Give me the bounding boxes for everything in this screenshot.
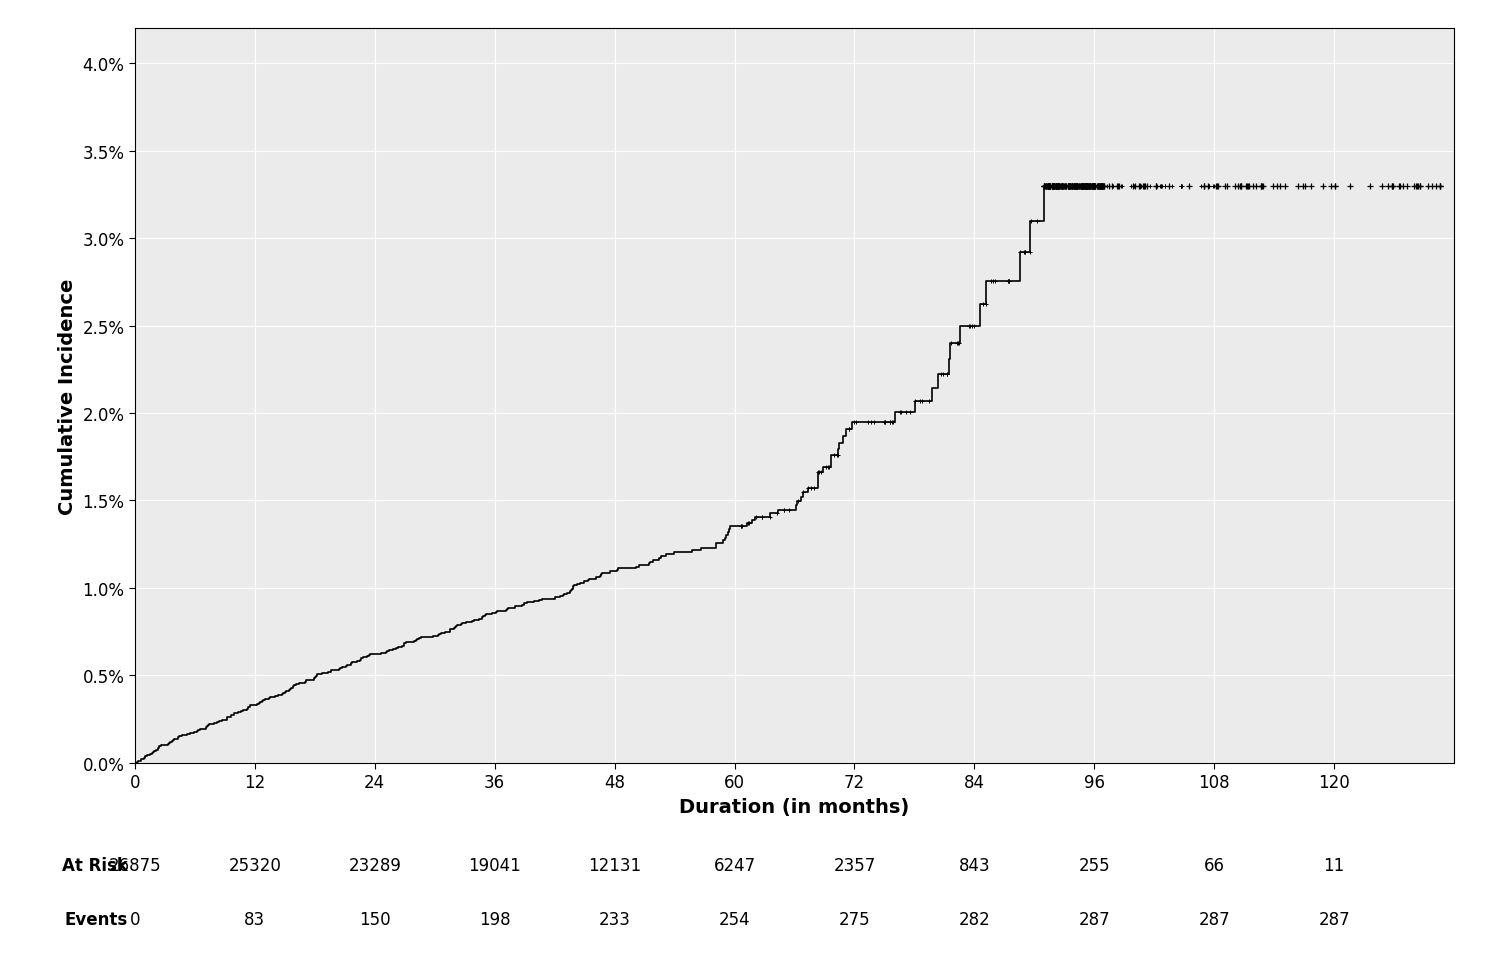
Text: 843: 843 <box>958 857 991 874</box>
Text: 0: 0 <box>129 911 141 928</box>
Text: 254: 254 <box>718 911 751 928</box>
Text: 25320: 25320 <box>228 857 282 874</box>
Text: 83: 83 <box>244 911 265 928</box>
Text: 150: 150 <box>358 911 391 928</box>
Text: 11: 11 <box>1324 857 1345 874</box>
Y-axis label: Cumulative Incidence: Cumulative Incidence <box>58 278 76 514</box>
Text: 287: 287 <box>1318 911 1351 928</box>
Text: 23289: 23289 <box>348 857 402 874</box>
Text: 2357: 2357 <box>833 857 875 874</box>
Text: Events: Events <box>64 911 127 928</box>
Text: 12131: 12131 <box>588 857 642 874</box>
Text: 255: 255 <box>1078 857 1111 874</box>
Text: 66: 66 <box>1204 857 1225 874</box>
Text: 282: 282 <box>958 911 991 928</box>
Text: 287: 287 <box>1078 911 1111 928</box>
Text: At Risk: At Risk <box>61 857 127 874</box>
Text: 287: 287 <box>1198 911 1231 928</box>
Text: 233: 233 <box>598 911 631 928</box>
X-axis label: Duration (in months): Duration (in months) <box>679 797 910 816</box>
Text: 19041: 19041 <box>468 857 522 874</box>
Text: 275: 275 <box>838 911 871 928</box>
Text: 198: 198 <box>478 911 511 928</box>
Text: 6247: 6247 <box>714 857 755 874</box>
Text: 26875: 26875 <box>108 857 162 874</box>
